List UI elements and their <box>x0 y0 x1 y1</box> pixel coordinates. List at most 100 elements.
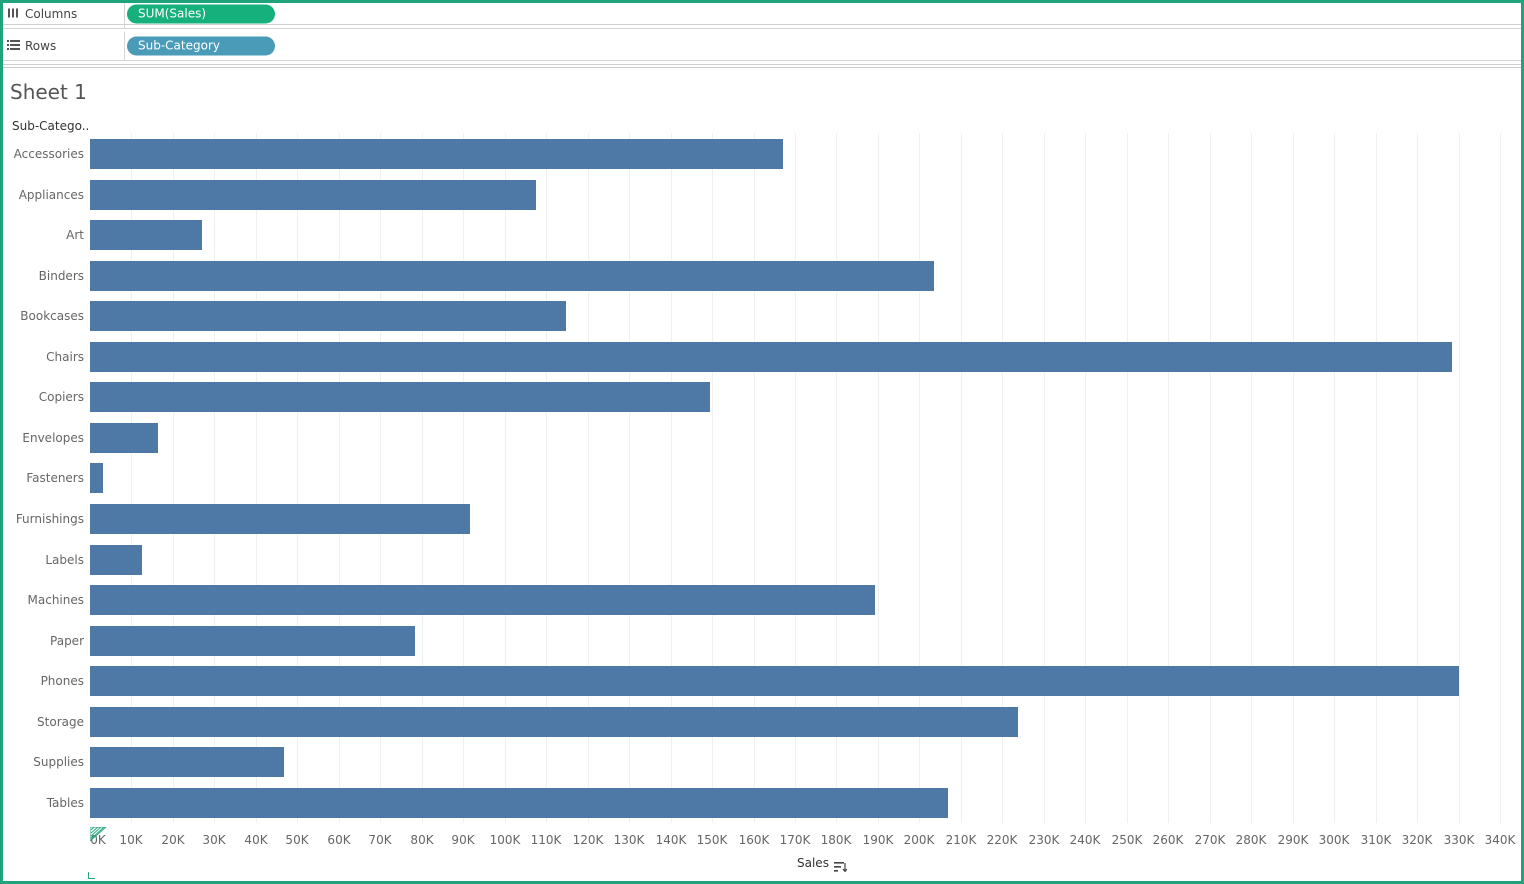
grid-line <box>505 133 506 823</box>
x-tick-label: 330K <box>1443 833 1475 847</box>
category-label[interactable]: Bookcases <box>20 309 84 324</box>
x-tick-label: 10K <box>119 833 143 847</box>
x-tick-label: 160K <box>738 833 770 847</box>
grid-line <box>546 133 547 823</box>
x-tick-label: 340K <box>1484 833 1516 847</box>
bar-binders[interactable] <box>90 261 934 291</box>
grid-line <box>836 133 837 823</box>
bar-chairs[interactable] <box>90 342 1452 372</box>
rows-shelf[interactable]: Rows Sub-Category <box>3 32 1521 61</box>
category-label[interactable]: Phones <box>40 674 84 689</box>
grid-line <box>463 133 464 823</box>
columns-icon <box>7 7 19 22</box>
corner-marker <box>88 872 95 879</box>
columns-pill-sum-sales[interactable]: SUM(Sales) <box>127 4 275 24</box>
bar-storage[interactable] <box>90 707 1018 737</box>
bar-labels[interactable] <box>90 545 142 575</box>
x-tick-label: 320K <box>1401 833 1433 847</box>
x-tick-label: 220K <box>986 833 1018 847</box>
category-label[interactable]: Labels <box>45 552 84 567</box>
x-tick-label: 250K <box>1111 833 1143 847</box>
rows-label: Rows <box>25 39 57 53</box>
grid-line <box>131 133 132 823</box>
category-label[interactable]: Art <box>66 228 84 243</box>
grid-line <box>629 133 630 823</box>
category-label[interactable]: Storage <box>37 714 84 729</box>
x-tick-label: 90K <box>451 833 475 847</box>
grid-line <box>712 133 713 823</box>
x-tick-label: 230K <box>1028 833 1060 847</box>
x-tick-label: 70K <box>368 833 392 847</box>
category-label[interactable]: Tables <box>46 795 84 810</box>
category-label[interactable]: Machines <box>27 593 84 608</box>
bar-supplies[interactable] <box>90 747 284 777</box>
x-tick-label: 50K <box>285 833 309 847</box>
bar-paper[interactable] <box>90 626 415 656</box>
grid-line <box>173 133 174 823</box>
category-label[interactable]: Furnishings <box>15 512 84 527</box>
category-label[interactable]: Accessories <box>13 147 84 161</box>
bar-appliances[interactable] <box>90 180 536 210</box>
grid-line <box>422 133 423 823</box>
category-label[interactable]: Appliances <box>18 187 84 202</box>
grid-line <box>380 133 381 823</box>
grid-line <box>297 133 298 823</box>
x-tick-label: 270K <box>1194 833 1226 847</box>
grid-line <box>256 133 257 823</box>
x-tick-label: 310K <box>1360 833 1392 847</box>
grid-line <box>1127 133 1128 823</box>
x-tick-label: 280K <box>1235 833 1267 847</box>
x-tick-label: 60K <box>327 833 351 847</box>
x-tick-label: 190K <box>862 833 894 847</box>
grid-line <box>795 133 796 823</box>
bar-furnishings[interactable] <box>90 504 470 534</box>
bar-tables[interactable] <box>90 788 948 818</box>
x-axis-title[interactable]: Sales <box>797 856 829 870</box>
grid-line <box>961 133 962 823</box>
grid-line <box>878 133 879 823</box>
rows-icon <box>7 39 20 53</box>
x-tick-label: 170K <box>779 833 811 847</box>
category-label[interactable]: Fasteners <box>26 471 84 486</box>
x-tick-label: 80K <box>410 833 434 847</box>
category-label[interactable]: Paper <box>50 633 84 648</box>
x-tick-label: 200K <box>903 833 935 847</box>
grid-line <box>339 133 340 823</box>
view-separator-2 <box>3 67 1521 68</box>
sheet-title: Sheet 1 <box>10 80 87 104</box>
grid-line <box>754 133 755 823</box>
columns-shelf-label-area: Columns <box>3 0 125 28</box>
x-tick-label: 290K <box>1277 833 1309 847</box>
view-separator <box>3 64 1521 65</box>
bar-phones[interactable] <box>90 666 1459 696</box>
category-label[interactable]: Chairs <box>46 349 84 364</box>
category-label[interactable]: Envelopes <box>22 430 84 445</box>
grid-line <box>1085 133 1086 823</box>
x-tick-label: 300K <box>1318 833 1350 847</box>
shelf-separator <box>3 24 1521 25</box>
bar-envelopes[interactable] <box>90 423 158 453</box>
rows-shelf-label-area: Rows <box>3 32 125 60</box>
x-tick-label: 120K <box>572 833 604 847</box>
x-tick-label: 20K <box>161 833 185 847</box>
grid-line <box>1417 133 1418 823</box>
category-label[interactable]: Copiers <box>38 390 84 405</box>
bar-fasteners[interactable] <box>90 463 103 493</box>
axis-origin-marker <box>89 826 108 845</box>
grid-line <box>671 133 672 823</box>
grid-line <box>1500 133 1501 823</box>
category-label[interactable]: Binders <box>38 268 84 283</box>
bar-copiers[interactable] <box>90 382 710 412</box>
sort-descending-icon[interactable] <box>834 857 848 876</box>
grid-line <box>1168 133 1169 823</box>
x-tick-label: 210K <box>945 833 977 847</box>
bar-accessories[interactable] <box>90 139 783 169</box>
bar-bookcases[interactable] <box>90 301 566 331</box>
x-tick-label: 150K <box>696 833 728 847</box>
row-header-sub-category[interactable]: Sub-Catego.. <box>12 119 90 133</box>
bar-art[interactable] <box>90 220 202 250</box>
bar-machines[interactable] <box>90 585 875 615</box>
category-label[interactable]: Supplies <box>33 755 84 770</box>
rows-pill-sub-category[interactable]: Sub-Category <box>127 36 275 56</box>
columns-label: Columns <box>25 7 78 21</box>
